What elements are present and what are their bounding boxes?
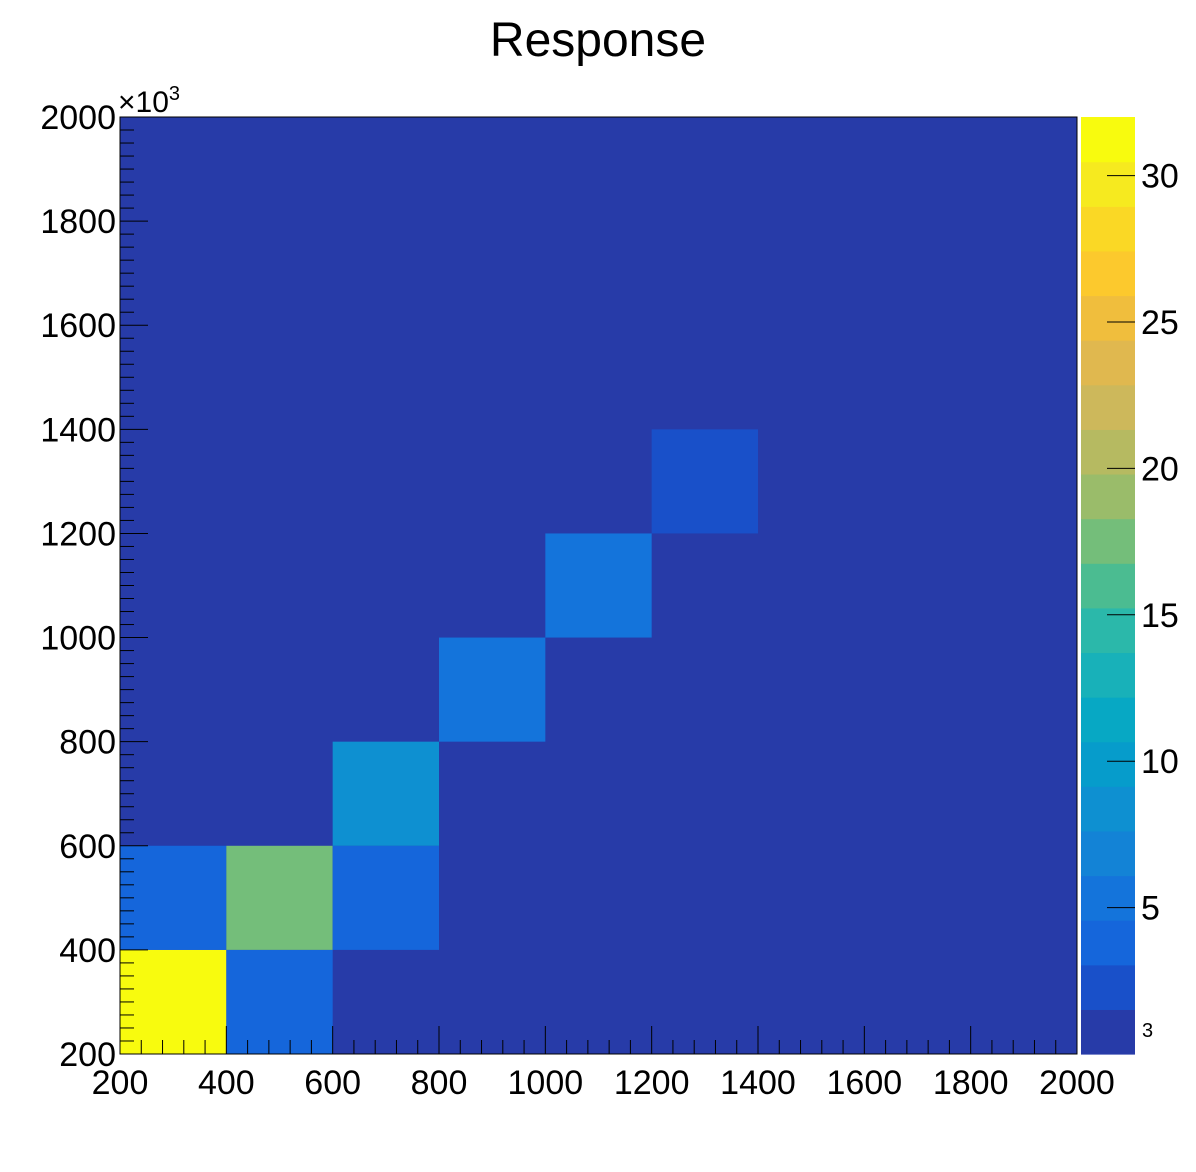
color-scale-swatch	[1081, 295, 1135, 341]
color-scale-swatch	[1081, 786, 1135, 832]
x-tick-label: 1600	[827, 1064, 903, 1102]
color-scale-swatch	[1081, 652, 1135, 698]
color-scale-swatch	[1081, 920, 1135, 966]
color-scale-swatch	[1081, 429, 1135, 475]
heatmap-cells	[120, 117, 1077, 1054]
heatmap-cell	[332, 741, 439, 846]
heatmap-cell	[226, 845, 333, 950]
color-scale-swatch	[1081, 340, 1135, 386]
y-tick-label: 1600	[40, 307, 116, 345]
x-tick-label: 1800	[933, 1064, 1009, 1102]
color-scale-bar: 5 10 15 20 25 30	[1081, 117, 1179, 1055]
color-scale-tick-label: 20	[1141, 450, 1179, 488]
x-axis: 200 400 600 800 1000 1200 1400 1600 1800 2000	[92, 1026, 1115, 1102]
svg-text:×103: ×103	[118, 83, 180, 119]
x-tick-label: 800	[411, 1064, 468, 1102]
color-scale-tick-label: 15	[1141, 597, 1179, 635]
color-scale-swatch	[1081, 563, 1135, 609]
color-scale-tick-label: 30	[1141, 158, 1179, 196]
color-scale-swatch	[1081, 1009, 1135, 1055]
color-scale-swatch	[1081, 830, 1135, 877]
x-tick-label: 600	[304, 1064, 361, 1102]
y-multiplier-base: ×10	[118, 86, 169, 119]
color-scale-swatch	[1081, 206, 1135, 252]
x-tick-label: 2000	[1039, 1064, 1115, 1102]
y-multiplier-exponent: 3	[169, 83, 180, 105]
y-axis-multiplier: ×103	[118, 83, 180, 119]
y-tick-label: 200	[59, 1036, 116, 1074]
y-tick-label: 400	[59, 932, 116, 970]
y-tick-label: 800	[59, 724, 116, 762]
y-tick-label: 1000	[40, 620, 116, 658]
x-tick-label: 200	[92, 1064, 149, 1102]
x-tick-label: 1400	[720, 1064, 796, 1102]
heatmap-cell	[439, 637, 546, 742]
y-tick-label: 2000	[40, 99, 116, 137]
color-scale-swatch	[1081, 741, 1135, 787]
color-scale-swatch	[1081, 964, 1135, 1010]
color-scale-swatch	[1081, 161, 1135, 207]
z-axis-multiplier: 3	[1142, 1020, 1153, 1042]
y-tick-label: 1400	[40, 411, 116, 449]
color-scale-tick-label: 25	[1141, 304, 1179, 342]
color-scale-tick-label: 5	[1141, 890, 1160, 928]
color-scale-swatch	[1081, 117, 1135, 163]
x-tick-label: 1000	[508, 1064, 584, 1102]
color-scale-swatch	[1081, 875, 1135, 921]
y-axis: 200 400 600 800 1000 1200 1400 1600 1800 2000	[40, 99, 148, 1074]
heatmap-cell	[545, 533, 652, 638]
color-scale-swatch	[1081, 518, 1135, 564]
heatmap-cell	[226, 949, 333, 1054]
color-scale-swatch	[1081, 384, 1135, 430]
y-tick-label: 1200	[40, 515, 116, 553]
color-scale-tick-label: 10	[1141, 743, 1179, 781]
heatmap-cell	[120, 845, 227, 950]
x-tick-label: 400	[198, 1064, 255, 1102]
chart-title: Response	[490, 14, 706, 67]
y-tick-label: 600	[59, 828, 116, 866]
color-scale-swatch	[1081, 250, 1135, 297]
heatmap-cell	[120, 949, 227, 1054]
z-multiplier-exponent: 3	[1142, 1020, 1153, 1042]
color-scale-swatch	[1081, 697, 1135, 743]
heatmap-cell	[332, 845, 439, 950]
heatmap-cell	[651, 429, 758, 534]
x-tick-label: 1200	[614, 1064, 690, 1102]
color-scale-swatch	[1081, 607, 1135, 654]
y-tick-label: 1800	[40, 203, 116, 241]
color-scale-swatch	[1081, 473, 1135, 520]
